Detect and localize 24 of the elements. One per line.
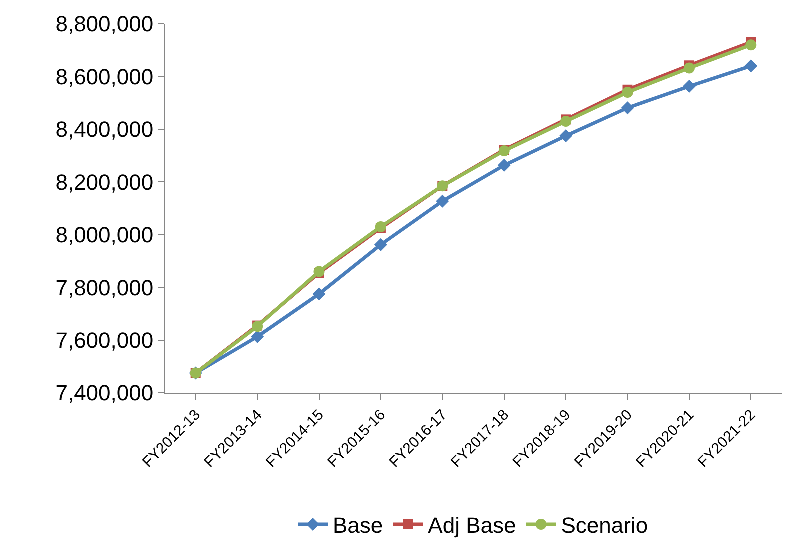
y-tick-label: 7,800,000 — [56, 275, 154, 300]
y-tick-label: 8,200,000 — [56, 170, 154, 195]
y-tick-label: 7,600,000 — [56, 328, 154, 353]
point — [744, 60, 758, 73]
point — [621, 102, 634, 115]
point — [682, 80, 696, 93]
legend-label: Adj Base — [428, 513, 516, 538]
point — [684, 62, 695, 74]
point — [560, 116, 572, 128]
y-tick-label: 8,800,000 — [56, 12, 154, 37]
legend-label: Base — [333, 513, 384, 538]
point — [560, 130, 573, 143]
point — [498, 159, 511, 172]
point — [746, 40, 757, 51]
y-tick-label: 8,000,000 — [56, 222, 154, 248]
y-tick-label: 8,400,000 — [56, 117, 154, 142]
y-tick-label: 7,400,000 — [56, 380, 154, 406]
point — [374, 238, 388, 252]
point — [251, 330, 264, 344]
y-tick-label: 8,600,000 — [56, 64, 154, 90]
point — [312, 288, 326, 301]
legend-label: Scenario — [561, 513, 648, 538]
point — [622, 87, 634, 98]
point — [436, 194, 450, 208]
